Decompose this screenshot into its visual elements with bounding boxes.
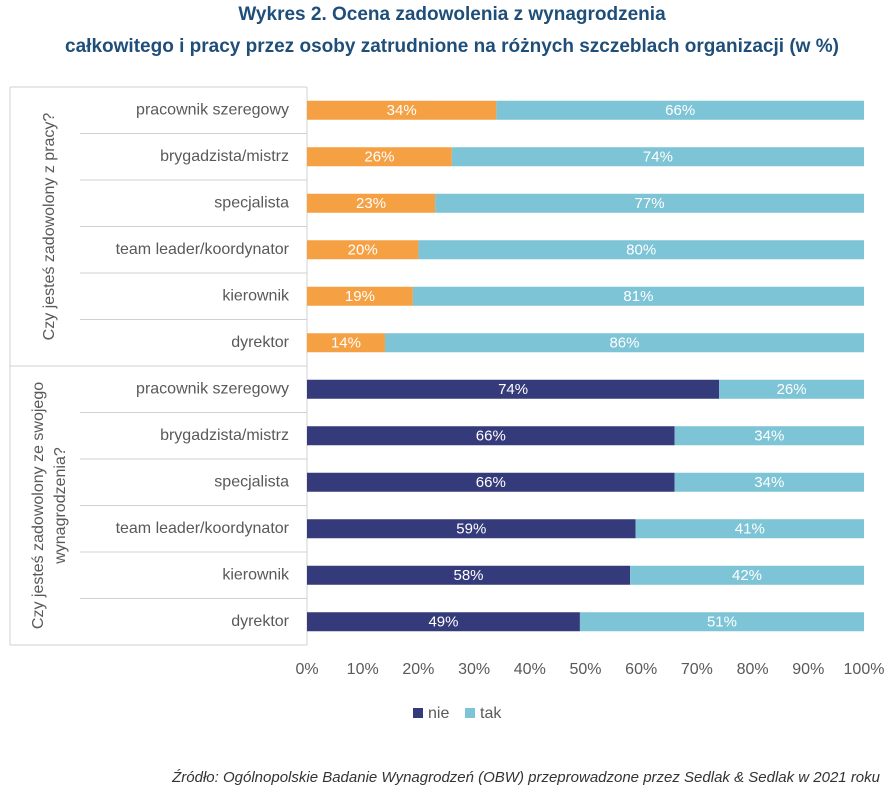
y-tick-label: team leader/koordynator: [116, 520, 290, 537]
bar: [674, 426, 864, 446]
bar: [307, 426, 675, 446]
x-tick-label: 60%: [625, 661, 657, 678]
source: Źródło: Ogólnopolskie Badanie Wynagrodze…: [171, 769, 881, 786]
bar: [412, 286, 864, 306]
bar: [307, 100, 497, 120]
group-label: Czy jesteś zadowolony ze swojego: [30, 382, 47, 629]
bar: [674, 472, 864, 492]
chart-title: całkowitego i pracy przez osoby zatrudni…: [65, 36, 839, 57]
value-label: 42%: [732, 567, 762, 584]
legend-label: nie: [428, 705, 449, 722]
y-tick-label: brygadzista/mistrz: [160, 427, 289, 444]
y-tick-label: dyrektor: [231, 613, 289, 630]
group-label: wynagrodzenia?: [52, 447, 69, 565]
bar: [307, 286, 413, 306]
chart-title: Wykres 2. Ocena zadowolenia z wynagrodze…: [238, 4, 666, 25]
value-label: 80%: [626, 242, 656, 259]
bar: [307, 612, 580, 632]
value-label: 77%: [635, 195, 665, 212]
legend-label: tak: [480, 705, 502, 722]
x-tick-label: 40%: [514, 661, 546, 678]
bar: [451, 147, 864, 167]
x-tick-label: 70%: [681, 661, 713, 678]
bar: [307, 519, 636, 539]
bar: [635, 519, 864, 539]
bar: [496, 100, 864, 120]
y-tick-label: kierownik: [222, 287, 290, 304]
bar: [435, 193, 864, 213]
value-label: 59%: [456, 521, 486, 538]
bar: [384, 333, 864, 353]
y-tick-label: team leader/koordynator: [116, 241, 290, 258]
y-tick-label: kierownik: [222, 566, 290, 583]
x-tick-label: 80%: [737, 661, 769, 678]
legend-swatch: [465, 708, 475, 718]
bar: [630, 565, 864, 585]
bar: [418, 240, 864, 260]
value-label: 34%: [754, 428, 784, 445]
y-tick-label: dyrektor: [231, 334, 289, 351]
value-label: 34%: [754, 474, 784, 491]
y-tick-label: pracownik szeregowy: [136, 101, 289, 118]
value-label: 49%: [428, 614, 458, 631]
value-label: 66%: [476, 474, 506, 491]
x-tick-label: 30%: [458, 661, 490, 678]
y-tick-label: specjalista: [214, 473, 289, 490]
value-label: 34%: [387, 102, 417, 119]
bar: [307, 565, 631, 585]
value-label: 26%: [364, 149, 394, 166]
bar: [307, 147, 452, 167]
x-tick-label: 20%: [402, 661, 434, 678]
value-label: 74%: [643, 149, 673, 166]
x-tick-label: 10%: [347, 661, 379, 678]
value-label: 26%: [777, 381, 807, 398]
x-tick-label: 0%: [295, 661, 318, 678]
value-label: 51%: [707, 614, 737, 631]
value-label: 66%: [665, 102, 695, 119]
value-label: 20%: [348, 242, 378, 259]
value-label: 86%: [609, 335, 639, 352]
value-label: 66%: [476, 428, 506, 445]
x-tick-label: 50%: [569, 661, 601, 678]
value-label: 14%: [331, 335, 361, 352]
bar: [307, 193, 436, 213]
value-label: 41%: [735, 521, 765, 538]
bar: [307, 240, 419, 260]
bar: [307, 472, 675, 492]
y-tick-label: specjalista: [214, 194, 289, 211]
bar: [719, 379, 864, 399]
bar: [307, 333, 385, 353]
x-tick-label: 100%: [844, 661, 885, 678]
y-tick-label: brygadzista/mistrz: [160, 148, 289, 165]
value-label: 58%: [454, 567, 484, 584]
value-label: 19%: [345, 288, 375, 305]
x-tick-label: 90%: [792, 661, 824, 678]
bar: [579, 612, 864, 632]
value-label: 81%: [623, 288, 653, 305]
group-label: Czy jesteś zadowolony z pracy?: [41, 113, 58, 341]
legend-swatch: [413, 708, 423, 718]
bar: [307, 379, 720, 399]
value-label: 74%: [498, 381, 528, 398]
y-tick-label: pracownik szeregowy: [136, 380, 289, 397]
value-label: 23%: [356, 195, 386, 212]
